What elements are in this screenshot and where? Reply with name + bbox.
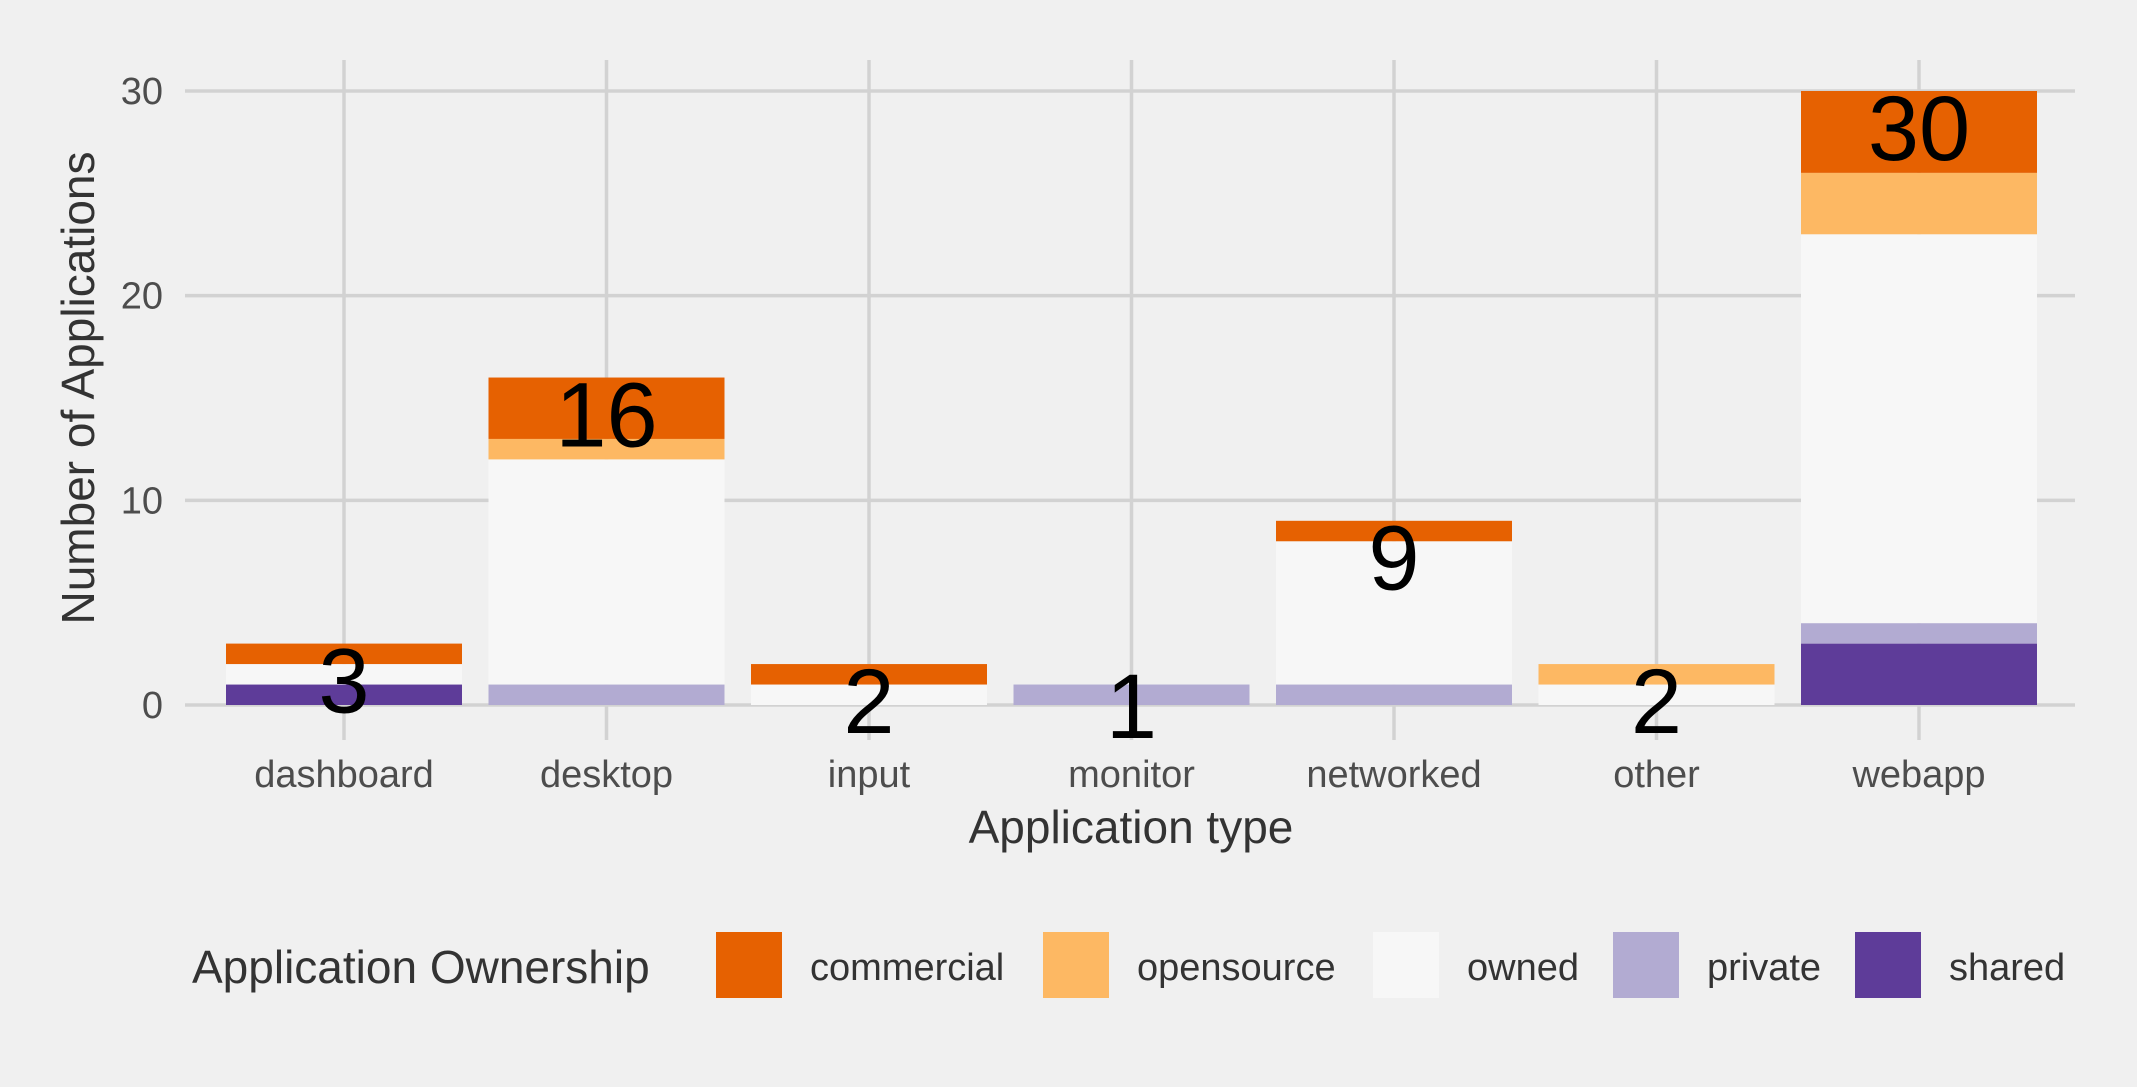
bar-segment-shared-dashboard — [226, 684, 462, 705]
bar-segment-commercial-input — [751, 664, 987, 685]
legend-label-commercial: commercial — [810, 947, 1004, 989]
bar-segment-private-desktop — [488, 684, 725, 705]
x-tick-label: input — [828, 754, 911, 796]
total-label-desktop: 16 — [555, 364, 657, 466]
y-axis-ticks: 0 10 20 30 — [121, 71, 163, 727]
legend-key-shared — [1855, 932, 1921, 998]
y-axis-title: Number of Applications — [52, 151, 104, 624]
legend: Application Ownership commercial opensour… — [192, 932, 2065, 998]
bar-segment-opensource-other — [1538, 664, 1775, 685]
bar-segment-commercial-desktop — [488, 377, 725, 439]
legend-label-private: private — [1707, 947, 1821, 989]
bar-segment-private-monitor — [1013, 684, 1250, 705]
x-tick-label: networked — [1306, 754, 1481, 796]
y-tick-label: 20 — [121, 276, 163, 318]
x-tick-label: dashboard — [254, 754, 434, 796]
x-tick-label: monitor — [1068, 754, 1195, 796]
legend-label-opensource: opensource — [1137, 947, 1336, 989]
x-tick-label: other — [1613, 754, 1700, 796]
y-tick-label: 30 — [121, 71, 163, 113]
bar-segment-private-webapp — [1801, 623, 2037, 644]
bar-segment-owned-dashboard — [226, 664, 462, 685]
bar-segment-commercial-dashboard — [226, 643, 462, 665]
legend-key-owned — [1373, 932, 1439, 998]
legend-title: Application Ownership — [192, 941, 650, 993]
bar-segment-owned-input — [751, 684, 987, 705]
bar-segment-owned-networked — [1276, 541, 1512, 685]
legend-label-shared: shared — [1949, 947, 2065, 989]
x-axis-title: Application type — [969, 801, 1294, 853]
legend-key-opensource — [1043, 932, 1109, 998]
total-label-networked: 9 — [1368, 508, 1419, 610]
legend-key-private — [1613, 932, 1679, 998]
total-label-input: 2 — [843, 651, 894, 753]
bar-segment-opensource-desktop — [488, 438, 725, 460]
x-tick-label: webapp — [1851, 754, 1985, 796]
total-label-dashboard: 3 — [318, 630, 369, 732]
legend-key-commercial — [716, 932, 782, 998]
grid-lines — [185, 60, 2075, 740]
total-label-monitor: 1 — [1106, 656, 1157, 758]
bar-segment-shared-webapp — [1801, 643, 2037, 705]
bar-segment-owned-desktop — [488, 459, 725, 685]
legend-label-owned: owned — [1467, 947, 1579, 989]
bar-total-labels: 3 16 2 1 9 2 30 — [318, 78, 1970, 758]
x-axis-ticks: dashboard desktop input monitor networked oth… — [254, 754, 1985, 796]
bar-segment-commercial-networked — [1276, 520, 1512, 542]
bar-segment-opensource-webapp — [1801, 172, 2037, 235]
y-tick-label: 0 — [142, 685, 163, 727]
bar-segment-commercial-webapp — [1801, 91, 2037, 173]
bars — [226, 91, 2037, 705]
total-label-webapp: 30 — [1868, 78, 1970, 180]
x-tick-label: desktop — [540, 754, 673, 796]
total-label-other: 2 — [1631, 651, 1682, 753]
bar-segment-owned-webapp — [1801, 234, 2037, 624]
bar-segment-owned-other — [1538, 684, 1775, 705]
y-tick-label: 10 — [121, 480, 163, 522]
bar-segment-private-networked — [1276, 684, 1512, 705]
